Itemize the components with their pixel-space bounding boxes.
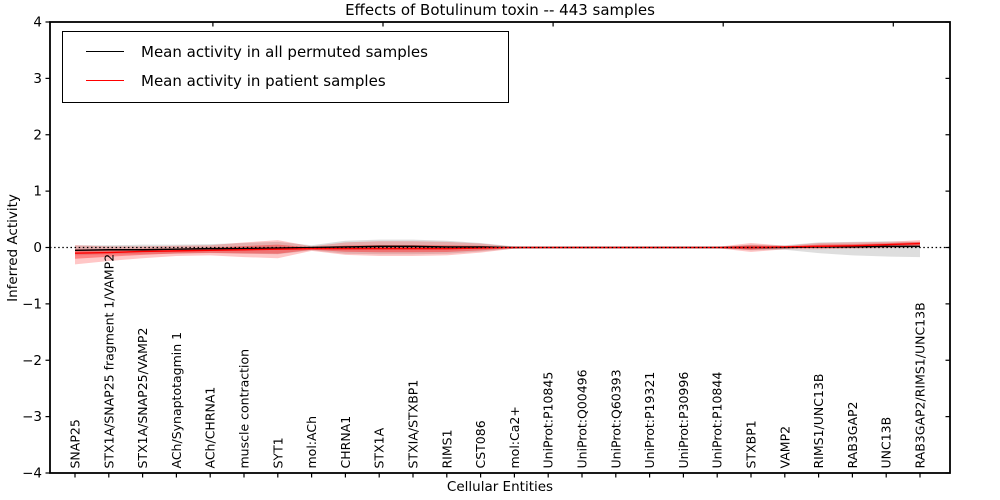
legend-item-permuted: Mean activity in all permuted samples	[63, 37, 508, 66]
y-tick-label: 1	[33, 184, 42, 200]
x-tick-label: RIMS1/UNC13B	[811, 374, 826, 469]
x-tick-label: ACh/CHRNA1	[203, 387, 218, 469]
x-tick-label: UNC13B	[879, 417, 894, 469]
legend-item-patient: Mean activity in patient samples	[63, 66, 508, 95]
permuted-line-swatch	[86, 51, 124, 52]
y-tick-label: −3	[22, 409, 42, 425]
y-tick-label: −1	[22, 296, 42, 312]
x-tick-label: STX1A/SNAP25/VAMP2	[135, 328, 150, 469]
legend-label-patient: Mean activity in patient samples	[141, 71, 386, 90]
y-tick-label: 3	[33, 71, 42, 87]
y-tick-label: 2	[33, 127, 42, 143]
patient-line-swatch	[86, 80, 124, 81]
y-axis-ticks: 4 3 2 1 0 −1 −2 −3 −4	[22, 15, 950, 482]
x-tick-label: UniProt:Q60393	[608, 369, 623, 468]
x-tick-label: RAB3GAP2	[845, 402, 860, 469]
x-tick-label: UniProt:P10844	[710, 372, 725, 469]
x-tick-label: VAMP2	[777, 426, 792, 469]
x-tick-label: CST086	[473, 420, 488, 468]
x-tick-label: ACh/Synaptotagmin 1	[169, 332, 184, 469]
y-tick-label: −2	[22, 353, 42, 369]
x-tick-label: SYT1	[270, 437, 285, 468]
x-tick-label: UniProt:P19321	[642, 372, 657, 469]
x-tick-label: RAB3GAP2/RIMS1/UNC13B	[913, 302, 928, 468]
x-tick-label: STXBP1	[744, 420, 759, 468]
x-tick-label: STX1A	[372, 427, 387, 468]
y-tick-label: 4	[33, 15, 42, 31]
x-tick-label: RIMS1	[439, 429, 454, 468]
x-tick-label: SNAP25	[68, 419, 83, 468]
x-tick-label: UniProt:P10845	[541, 372, 556, 469]
x-tick-label: UniProt:P30996	[676, 372, 691, 469]
plot-border	[49, 21, 951, 474]
x-tick-label: muscle contraction	[237, 349, 252, 469]
x-tick-label: mol:Ca2+	[507, 406, 522, 468]
x-tick-label: STXIA/STXBP1	[406, 380, 421, 469]
x-tick-label: STX1A/SNAP25 fragment 1/VAMP2	[101, 254, 116, 469]
y-tick-label: 0	[33, 240, 42, 256]
patient-band	[75, 240, 920, 265]
x-axis-label: Cellular Entities	[446, 479, 554, 495]
chart-title: Effects of Botulinum toxin -- 443 sample…	[345, 1, 655, 19]
x-tick-label: CHRNA1	[338, 416, 353, 469]
y-tick-label: −4	[22, 466, 42, 482]
x-tick-label: UniProt:Q00496	[575, 369, 590, 468]
legend: Mean activity in all permuted samples Me…	[62, 31, 509, 103]
x-tick-label: mol:ACh	[304, 416, 319, 469]
x-axis-ticks: SNAP25 STX1A/SNAP25 fragment 1/VAMP2 STX1A…	[68, 254, 928, 478]
legend-label-permuted: Mean activity in all permuted samples	[141, 42, 428, 61]
